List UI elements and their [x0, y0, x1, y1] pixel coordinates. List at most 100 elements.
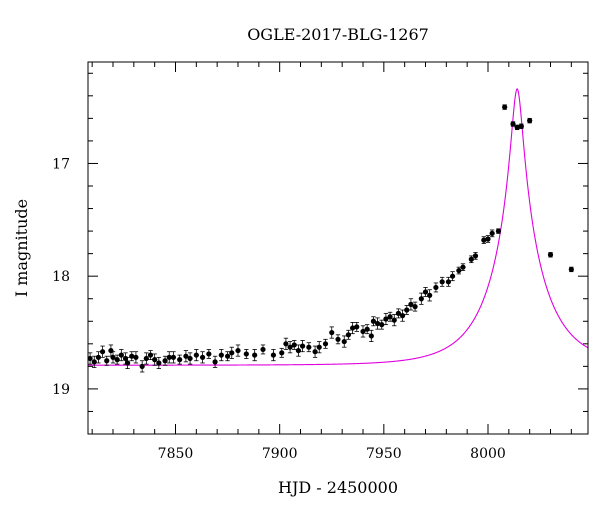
data-point-marker: [260, 346, 266, 353]
model-curve-line: [88, 88, 588, 366]
data-point-marker: [374, 320, 381, 327]
data-point: [104, 355, 110, 366]
data-point: [395, 308, 402, 319]
data-point-marker: [322, 341, 329, 347]
data-point-marker: [527, 118, 533, 124]
data-point-marker: [514, 124, 520, 130]
data-point: [387, 311, 393, 322]
y-tick-label: 17: [52, 156, 70, 172]
data-point: [162, 355, 168, 366]
data-point-marker: [449, 273, 456, 279]
data-point: [139, 360, 145, 373]
data-point: [229, 346, 235, 359]
data-point: [166, 351, 172, 364]
chart-title: OGLE-2017-BLG-1267: [247, 25, 429, 44]
data-point-marker: [212, 359, 218, 365]
data-point: [124, 356, 131, 370]
x-tick-label: 7950: [366, 446, 402, 462]
data-point-marker: [370, 318, 377, 324]
data-point: [235, 344, 241, 357]
data-point: [270, 349, 277, 362]
y-tick-label: 18: [52, 269, 70, 285]
x-tick-label: 8000: [470, 446, 506, 462]
data-point-marker: [383, 316, 389, 322]
data-point-marker: [295, 347, 302, 354]
data-point-marker: [335, 336, 341, 342]
data-point-marker: [218, 352, 224, 358]
data-point: [433, 282, 439, 293]
data-point-marker: [422, 289, 429, 295]
data-point: [370, 316, 377, 327]
data-point-marker: [360, 328, 366, 335]
data-point-marker: [114, 357, 120, 363]
data-point: [354, 321, 360, 332]
data-point-marker: [224, 353, 231, 359]
data-point: [193, 349, 199, 362]
data-point-marker: [387, 314, 393, 320]
data-point-marker: [199, 354, 206, 360]
data-point-marker: [299, 343, 306, 349]
data-point-marker: [152, 357, 158, 363]
data-point: [218, 349, 224, 362]
data-point-marker: [502, 104, 508, 110]
data-point-marker: [472, 253, 479, 259]
data-point: [427, 289, 433, 302]
data-point-marker: [445, 279, 452, 285]
data-point: [502, 104, 508, 110]
data-point: [456, 266, 462, 275]
data-point-marker: [399, 313, 406, 319]
data-point-marker: [129, 353, 135, 359]
data-point-marker: [166, 354, 172, 360]
data-point-marker: [91, 359, 97, 365]
data-point: [114, 354, 120, 365]
data-point: [518, 123, 524, 129]
data-point-marker: [143, 355, 149, 362]
data-point-marker: [187, 355, 193, 362]
data-point: [399, 309, 406, 322]
data-point: [133, 351, 139, 364]
data-point: [295, 344, 302, 357]
data-point: [510, 121, 516, 127]
data-point-marker: [368, 333, 374, 339]
data-point-marker: [312, 349, 318, 355]
data-point-marker: [379, 322, 385, 328]
data-point-marker: [99, 349, 106, 355]
data-point: [368, 329, 374, 342]
data-point: [391, 314, 397, 327]
data-point-marker: [243, 351, 249, 357]
data-point: [481, 236, 487, 244]
data-point: [489, 229, 495, 238]
data-point: [287, 341, 293, 354]
data-point: [449, 271, 456, 282]
data-point-marker: [456, 267, 462, 274]
data-point-marker: [235, 347, 241, 354]
data-point: [143, 352, 149, 365]
data-point: [224, 351, 231, 362]
y-axis-label: I magnitude: [12, 199, 31, 297]
data-point-marker: [418, 296, 424, 302]
data-point: [568, 266, 574, 273]
x-axis-label: HJD - 2450000: [278, 478, 398, 497]
data-point-marker: [139, 363, 145, 369]
data-point: [422, 287, 429, 297]
data-point-marker: [147, 352, 154, 358]
data-point: [445, 276, 452, 287]
axis-ticks: 7850 7900 7950 8000 17 18 19: [52, 62, 588, 462]
data-point-marker: [162, 358, 168, 364]
data-point-marker: [439, 279, 445, 285]
data-point: [177, 354, 183, 365]
data-point: [306, 342, 312, 353]
data-point-marker: [177, 357, 183, 363]
data-point: [99, 345, 106, 358]
data-point: [412, 301, 418, 312]
data-point-marker: [206, 351, 212, 357]
x-tick-label: 7900: [262, 446, 298, 462]
data-point: [95, 351, 102, 364]
data-point-marker: [495, 228, 502, 234]
data-point: [91, 355, 97, 368]
data-point: [418, 292, 424, 305]
data-point: [206, 349, 212, 359]
data-point: [118, 349, 124, 362]
data-point-marker: [395, 310, 402, 316]
